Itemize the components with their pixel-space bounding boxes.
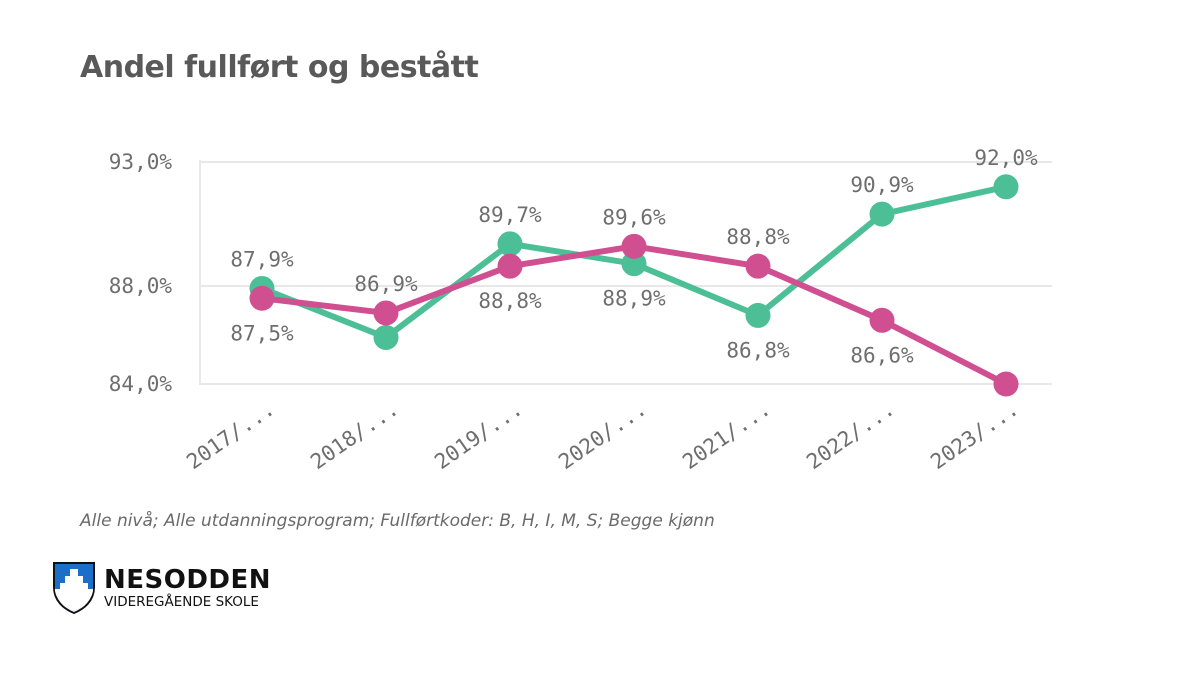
x-tick-label: 2017/... xyxy=(182,396,279,474)
chart-title: Andel fullført og bestått xyxy=(80,50,479,85)
chart-caption: Alle nivå; Alle utdanningsprogram; Fullf… xyxy=(80,511,715,531)
data-label: 92,0% xyxy=(974,146,1038,170)
coat-of-arms-icon xyxy=(53,562,95,615)
series-layer xyxy=(249,174,1019,397)
y-tick-label: 88,0% xyxy=(109,274,173,298)
y-axis-ticks: 93,0% 88,0% 84,0% xyxy=(109,150,173,396)
series-1-point xyxy=(373,300,399,326)
series-0-point xyxy=(373,324,399,350)
series-1-point xyxy=(869,307,895,333)
x-tick-label: 2021/... xyxy=(678,396,775,474)
data-label: 87,5% xyxy=(230,321,294,345)
series-1-point xyxy=(497,253,523,279)
x-tick-label: 2019/... xyxy=(430,396,527,474)
data-label: 88,9% xyxy=(602,287,666,311)
data-label: 87,9% xyxy=(230,247,294,271)
x-tick-label: 2020/... xyxy=(554,396,651,474)
x-tick-label: 2022/... xyxy=(802,396,899,474)
data-labels: 87,9% 87,5% 86,9% 89,7% 88,8% 88,9% 89,6% 86,8%… xyxy=(230,146,1038,367)
data-label: 86,6% xyxy=(850,343,914,367)
x-tick-label: 2023/... xyxy=(926,396,1023,474)
data-label: 88,8% xyxy=(478,289,542,313)
data-label: 89,6% xyxy=(602,205,666,229)
series-0-point xyxy=(869,201,895,227)
y-tick-label: 84,0% xyxy=(109,372,173,396)
series-0-point xyxy=(621,251,647,277)
data-label: 88,8% xyxy=(726,225,790,249)
x-axis-ticks: 2017/... 2018/... 2019/... 2020/... 2021/...… xyxy=(182,396,1023,474)
logo-subtitle: VIDEREGÅENDE SKOLE xyxy=(104,594,259,610)
series-1-point xyxy=(249,285,275,311)
data-label: 86,8% xyxy=(726,338,790,362)
grid-lines xyxy=(199,160,1052,385)
series-0-point xyxy=(497,231,523,257)
series-0-point xyxy=(745,302,771,328)
line-chart: 93,0% 88,0% 84,0% 2017/... 2018/... 2019/...… xyxy=(109,146,1052,474)
data-label: 86,9% xyxy=(354,272,418,296)
y-tick-label: 93,0% xyxy=(109,150,173,174)
school-logo: NESODDEN VIDEREGÅENDE SKOLE xyxy=(52,561,271,615)
x-tick-label: 2018/... xyxy=(306,396,403,474)
series-1-point xyxy=(993,371,1019,397)
data-label: 89,7% xyxy=(478,203,542,227)
series-1-point xyxy=(745,253,771,279)
series-0-point xyxy=(993,174,1019,200)
series-1-point xyxy=(621,233,647,259)
logo-name: NESODDEN xyxy=(104,565,272,595)
data-label: 90,9% xyxy=(850,173,914,197)
